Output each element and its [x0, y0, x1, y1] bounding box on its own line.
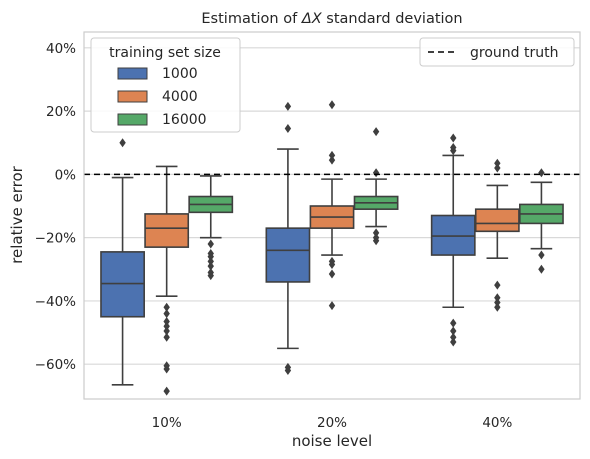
outlier-point [207, 261, 214, 271]
series-legend: training set size 1000 4000 16000 [90, 37, 241, 133]
outlier-point [494, 158, 501, 168]
chart-title: Estimation of ΔX standard deviation [201, 11, 462, 27]
outlier-point [207, 239, 214, 249]
y-tick-label: 20% [46, 104, 76, 120]
outlier-point [494, 293, 501, 303]
y-axis-label: relative error [8, 165, 26, 263]
outlier-point [163, 332, 170, 342]
legend-swatch [117, 90, 148, 103]
box-plot-1000-40pct [430, 133, 476, 347]
y-tick-label: −60% [35, 357, 76, 373]
ground-truth-legend-frame [419, 37, 575, 67]
outlier-point [163, 326, 170, 336]
outlier-point [284, 101, 292, 111]
box-iqr [265, 227, 311, 283]
ground-truth-legend-label: ground truth [470, 45, 558, 61]
y-tick-label: 40% [46, 41, 76, 57]
outlier-point [372, 228, 380, 238]
outlier-point [163, 302, 170, 312]
outlier-point [538, 250, 545, 260]
x-tick-label: 20% [317, 415, 347, 431]
box-iqr [474, 208, 520, 233]
outlier-point [328, 155, 336, 165]
outlier-point [207, 256, 214, 266]
x-tick-label: 10% [152, 415, 182, 431]
legend-label: 4000 [162, 89, 198, 105]
outlier-point [372, 127, 380, 137]
outlier-point [328, 100, 336, 110]
outlier-point [284, 366, 292, 376]
outlier-point [163, 364, 170, 374]
outlier-point [207, 271, 214, 281]
outlier-point [538, 168, 545, 178]
outlier-point [284, 123, 292, 133]
y-tick-label: −20% [35, 231, 76, 247]
outlier-point [163, 316, 170, 326]
outlier-point [494, 280, 501, 290]
outlier-point [450, 332, 457, 342]
outlier-point [163, 386, 170, 396]
box-plot-16000-10pct [188, 175, 234, 281]
outlier-point [328, 269, 336, 279]
outlier-point [328, 150, 336, 160]
box-iqr [144, 213, 190, 248]
y-tick-label: 0% [55, 167, 77, 183]
legend-label: 1000 [162, 66, 198, 82]
box-plot-4000-10pct [144, 165, 190, 396]
y-tick-labels: −60% −40% −20% 0% 20% 40% [35, 41, 76, 373]
x-tick-labels: 10% 20% 40% [152, 415, 513, 431]
outlier-point [372, 236, 380, 246]
legend-swatch [117, 67, 148, 80]
x-tick-label: 40% [482, 415, 512, 431]
plot-frame [83, 31, 581, 400]
series-legend-frame [90, 37, 241, 133]
box-plot-16000-20pct [353, 127, 399, 246]
legend-items: 1000 4000 16000 [117, 66, 207, 128]
outlier-point [494, 302, 501, 312]
outlier-point [450, 326, 457, 336]
outlier-point [494, 298, 501, 308]
outlier-point [450, 337, 457, 347]
title-math: ΔX [301, 11, 323, 27]
box-plot-1000-10pct [100, 138, 145, 386]
outlier-point [450, 133, 457, 143]
outlier-point [163, 321, 170, 331]
box-plot-4000-20pct [309, 100, 355, 311]
outlier-point [328, 260, 336, 270]
outlier-point [207, 252, 214, 262]
box-plot-4000-40pct [474, 158, 520, 312]
legend-label: 16000 [162, 112, 207, 128]
x-axis-label: noise level [292, 432, 372, 450]
legend-swatch [117, 113, 148, 126]
outlier-point [328, 301, 336, 311]
box-groups [100, 100, 564, 396]
outlier-point [494, 163, 501, 173]
y-tick-label: −40% [35, 294, 76, 310]
box-plot-16000-40pct [519, 168, 564, 274]
box-plot-1000-20pct [265, 101, 311, 376]
legend-title: training set size [109, 45, 221, 61]
outlier-point [163, 309, 170, 319]
outlier-point [119, 138, 126, 148]
outlier-point [450, 318, 457, 328]
outlier-point [450, 146, 457, 156]
outlier-point [538, 264, 545, 274]
ground-truth-legend: ground truth [419, 37, 575, 67]
